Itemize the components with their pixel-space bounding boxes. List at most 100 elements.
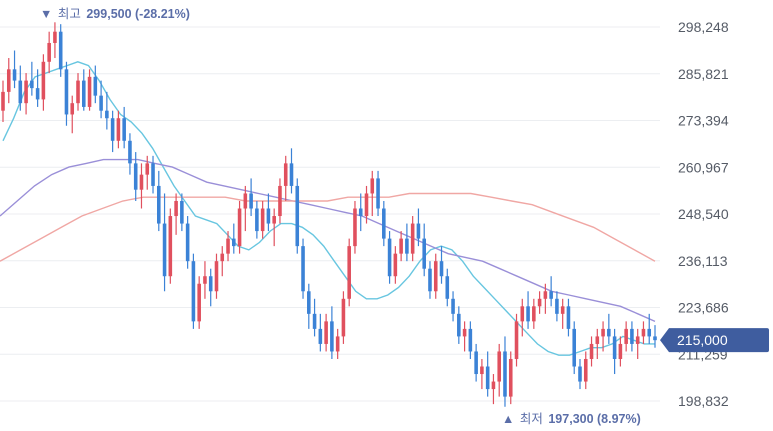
candle-body — [376, 178, 380, 209]
candle-up — [520, 298, 525, 337]
candle-body — [653, 336, 657, 341]
candle-up — [324, 313, 328, 352]
moving-average-line-ma_long — [0, 192, 656, 262]
candle-body — [255, 208, 259, 232]
current-price-label: 215,000 — [677, 332, 728, 348]
candle-down — [630, 321, 634, 352]
candle-body — [445, 276, 450, 299]
current-price-tag-shape — [660, 328, 769, 353]
candle-body — [197, 283, 201, 322]
candle-down — [64, 61, 69, 126]
candle-down — [526, 291, 530, 329]
candle-up — [145, 155, 150, 190]
candle-body — [583, 358, 588, 382]
candle-down — [555, 291, 559, 322]
candle-up — [237, 200, 242, 254]
candle-body — [301, 246, 305, 292]
candle-up — [139, 163, 144, 209]
candle-down — [376, 170, 380, 217]
candle-body — [382, 208, 386, 239]
candle-down — [387, 231, 392, 284]
candle-body — [47, 42, 51, 62]
candle-up — [243, 185, 248, 232]
candle-body — [243, 193, 248, 209]
candle-up — [370, 170, 375, 217]
candle-body — [283, 163, 288, 186]
candle-up — [514, 313, 519, 367]
high-annotation-label: ▼ 최고 299,500 (-28.21%) — [40, 7, 190, 21]
candle-up — [168, 208, 173, 284]
candle-down — [422, 223, 426, 277]
candle-up — [278, 178, 282, 224]
candle-down — [255, 200, 259, 239]
candle-body — [457, 313, 461, 337]
candle-body — [439, 261, 444, 277]
candle-up — [197, 276, 201, 329]
candle-body — [6, 69, 11, 92]
candle-body — [278, 185, 282, 217]
candle-body — [624, 328, 628, 344]
candle-body — [612, 336, 617, 359]
candle-down — [122, 106, 126, 149]
candle-body — [295, 185, 300, 247]
candle-down — [330, 306, 334, 359]
candle-body — [145, 163, 150, 175]
candle-down — [312, 298, 317, 337]
moving-average-line-ma_short — [2, 61, 655, 356]
y-tick-label: 198,832 — [678, 393, 729, 409]
candle-down — [185, 216, 190, 269]
candle-body — [549, 291, 553, 299]
candle-body — [93, 76, 98, 96]
candle-body — [214, 261, 219, 292]
candle-up — [508, 351, 513, 405]
candle-body — [272, 216, 276, 224]
candle-down — [647, 313, 652, 344]
candle-down — [307, 283, 311, 329]
candle-down — [133, 152, 138, 201]
candle-up — [214, 253, 219, 299]
candle-body — [630, 328, 634, 344]
candle-up — [462, 321, 467, 352]
candle-down — [612, 328, 617, 375]
candle-body — [578, 366, 582, 382]
candle-body — [81, 80, 86, 107]
candle-down — [180, 193, 184, 232]
high-annotation: ▼ 최고 299,500 (-28.21%) — [40, 7, 190, 21]
candle-up — [70, 95, 75, 134]
candle-body — [416, 223, 421, 239]
candle-up — [220, 246, 225, 277]
candle-body — [647, 328, 652, 337]
low-value: 197,300 (8.97%) — [548, 412, 640, 426]
candle-down — [58, 24, 63, 77]
candle-body — [474, 351, 478, 375]
candle-body — [185, 223, 190, 262]
candle-body — [203, 276, 207, 284]
candle-body — [433, 261, 438, 292]
candle-body — [370, 178, 375, 194]
candle-body — [133, 163, 138, 190]
candle-body — [220, 253, 225, 262]
candle-body — [468, 328, 473, 352]
candle-down — [474, 343, 478, 382]
candle-up — [87, 69, 92, 111]
candle-up — [589, 336, 594, 367]
candle-down — [549, 276, 553, 307]
candle-down — [653, 325, 657, 348]
candle-body — [18, 80, 23, 104]
high-label: 최고 — [58, 7, 81, 21]
candle-body — [405, 238, 409, 254]
candle-body — [226, 238, 230, 254]
candle-up — [399, 231, 403, 262]
y-tick-label: 285,821 — [678, 66, 729, 82]
candle-up — [635, 328, 640, 359]
candle-body — [566, 306, 571, 329]
candle-down — [18, 65, 23, 111]
candle-body — [151, 163, 155, 186]
candle-body — [110, 118, 115, 141]
candle-body — [324, 321, 328, 344]
candle-up — [532, 298, 536, 329]
candle-up — [491, 374, 496, 405]
candle-up — [618, 336, 623, 367]
candle-body — [532, 306, 536, 322]
